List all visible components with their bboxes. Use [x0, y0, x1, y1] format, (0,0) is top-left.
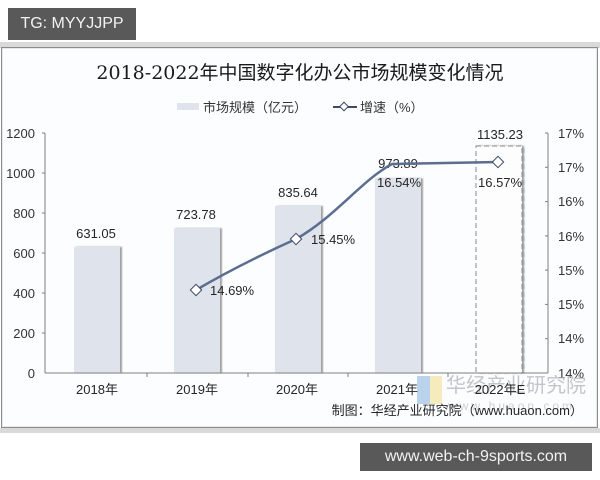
category-label: 2021年 — [376, 382, 418, 397]
legend-bar-swatch — [177, 103, 199, 110]
bar-2020 — [275, 205, 321, 373]
line-value-labels: 14.69% 15.45% 16.54% 16.57% — [210, 175, 523, 298]
left-tick-label: 1000 — [6, 166, 35, 181]
right-tick-label: 15% — [558, 263, 584, 278]
right-tick-label: 16% — [558, 194, 584, 209]
tg-label: TG: MYYJJPP — [8, 8, 136, 40]
right-axis: 17% 17% 16% 16% 15% 15% 14% 14% — [545, 126, 584, 381]
diamond-marker-icon — [339, 101, 349, 112]
top-divider — [0, 42, 600, 48]
line-value-label: 16.57% — [478, 175, 523, 190]
watermark: 华经产业研究院 www.huaon.com — [417, 374, 586, 413]
left-tick-label: 400 — [13, 286, 35, 301]
line-value-label: 15.45% — [311, 232, 356, 247]
bar-2018 — [74, 246, 120, 373]
left-tick-label: 800 — [13, 206, 35, 221]
bar-value-label: 835.64 — [278, 185, 318, 200]
bar-series — [74, 145, 523, 374]
left-tick-label: 200 — [13, 326, 35, 341]
right-tick-label: 15% — [558, 297, 584, 312]
right-tick-label: 17% — [558, 160, 584, 175]
category-label: 2020年 — [276, 382, 318, 397]
source-note: 制图：华经产业研究院（www.huaon.com） — [332, 403, 583, 418]
category-label: 2018年 — [76, 382, 118, 397]
line-value-label: 14.69% — [210, 283, 255, 298]
category-label: 2019年 — [176, 382, 218, 397]
left-tick-label: 1200 — [6, 126, 35, 141]
right-tick-label: 17% — [558, 126, 584, 141]
line-series — [189, 155, 505, 297]
bar-2022e-estimate — [475, 145, 523, 374]
site-url-badge: www.web-ch-9sports.com — [360, 443, 592, 471]
category-labels: 2018年 2019年 2020年 2021年 2022年E — [76, 382, 526, 397]
bar-value-label: 631.05 — [76, 226, 116, 241]
diamond-marker-icon — [289, 232, 303, 246]
right-tick-label: 16% — [558, 229, 584, 244]
legend-bar-label: 市场规模（亿元） — [203, 100, 307, 115]
x-axis — [45, 372, 548, 377]
chart-title: 2018-2022年中国数字化办公市场规模变化情况 — [96, 62, 503, 84]
bar-2019 — [174, 228, 220, 373]
left-axis: 1200 1000 800 600 400 200 0 — [6, 126, 46, 381]
bottom-divider — [0, 428, 600, 433]
left-tick-label: 0 — [28, 366, 35, 381]
legend: 市场规模（亿元） 增速（%） — [177, 100, 424, 115]
line-value-label: 16.54% — [377, 175, 422, 190]
right-tick-label: 14% — [558, 331, 584, 346]
diamond-marker-icon — [491, 155, 505, 169]
diamond-marker-icon — [189, 283, 203, 297]
bar-2021 — [375, 178, 421, 373]
right-tick-label: 14% — [558, 366, 584, 381]
category-label: 2022年E — [475, 382, 526, 397]
bar-value-label: 723.78 — [176, 207, 216, 222]
bar-value-label: 1135.23 — [477, 127, 523, 142]
watermark-text: 华经产业研究院 — [446, 374, 586, 397]
watermark-url: www.huaon.com — [447, 399, 575, 413]
left-tick-label: 600 — [13, 246, 35, 261]
legend-line-label: 增速（%） — [360, 100, 424, 115]
